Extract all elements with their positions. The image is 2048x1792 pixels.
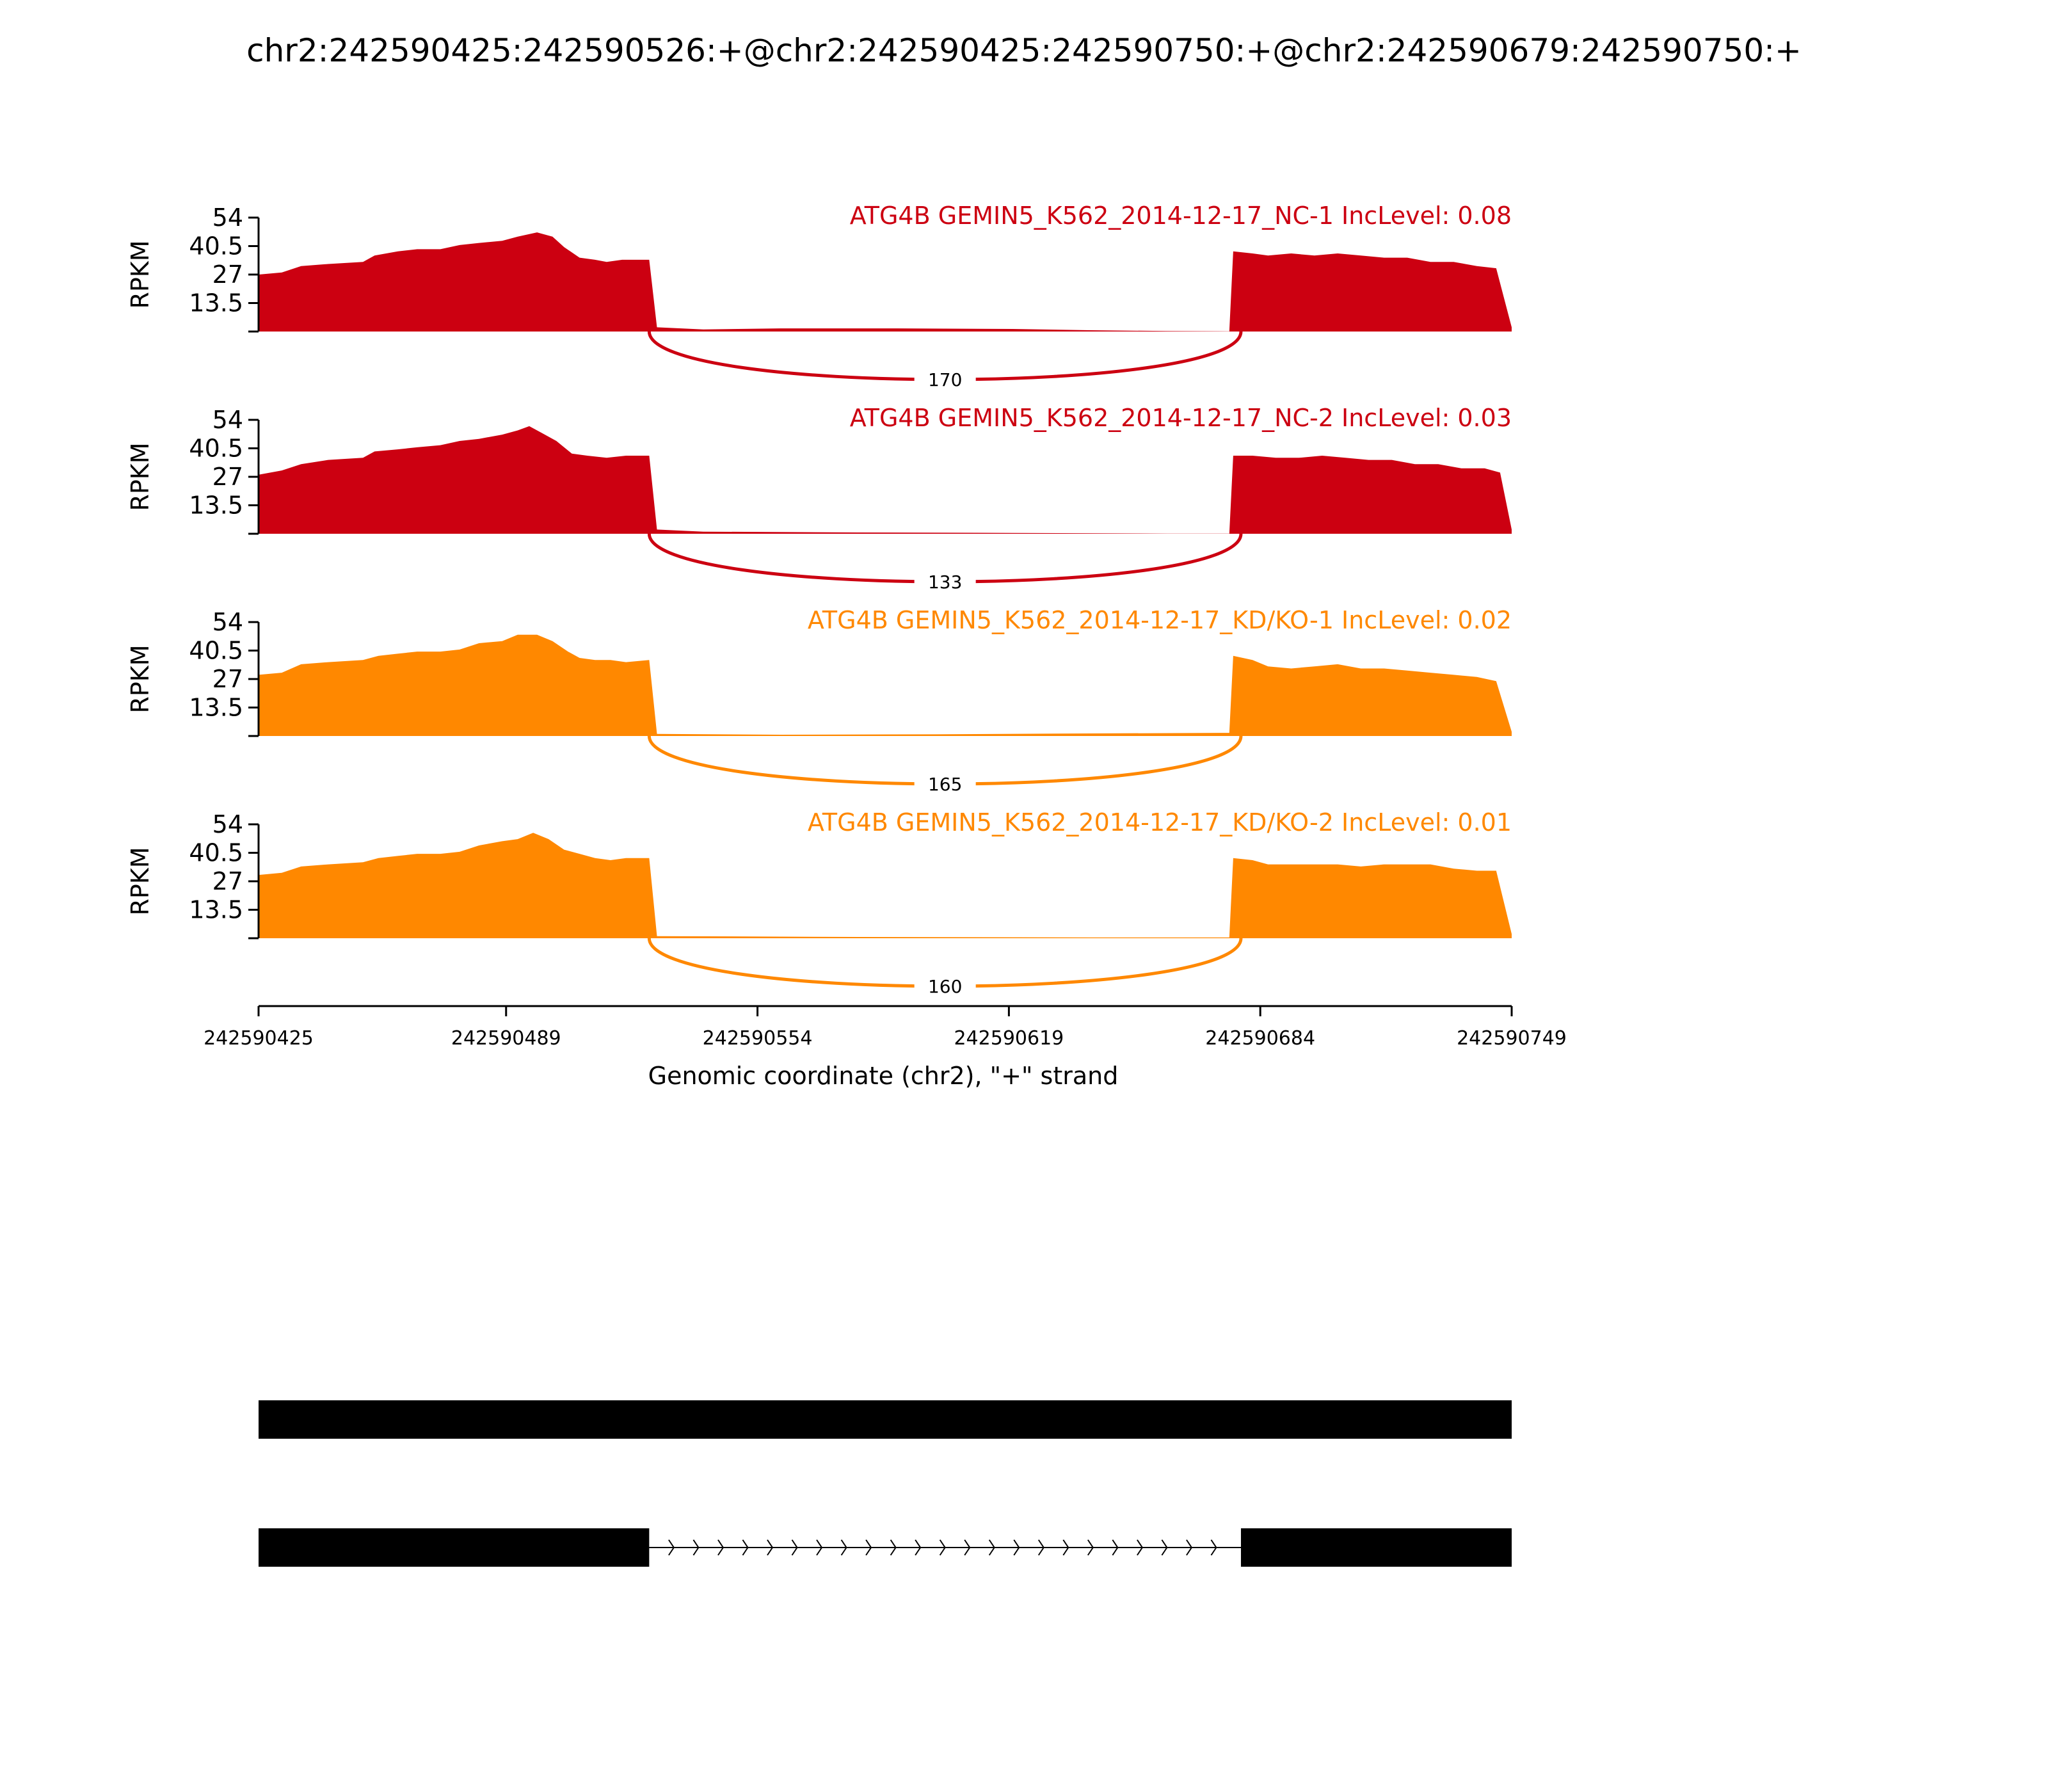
junction-read-count: 160 [928, 976, 962, 997]
y-axis-label: RPKM [126, 240, 154, 308]
strand-arrow [767, 1539, 774, 1556]
junction-label-box [914, 364, 976, 394]
y-tick-label: 40.5 [189, 232, 243, 260]
strand-arrow [1062, 1539, 1069, 1556]
strand-arrow [1037, 1539, 1044, 1556]
y-tick-label: 27 [212, 260, 243, 289]
x-tick-label: 242590749 [1457, 1027, 1567, 1050]
y-tick-label: 13.5 [189, 492, 243, 520]
coverage-area [259, 232, 1512, 332]
track-label: ATG4B GEMIN5_K562_2014-12-17_KD/KO-1 Inc… [808, 606, 1512, 634]
y-tick-label: 27 [212, 463, 243, 491]
x-axis-label: Genomic coordinate (chr2), "+" strand [648, 1062, 1119, 1090]
junction-label-box [914, 769, 976, 798]
x-tick-label: 242590619 [954, 1027, 1064, 1050]
track-label: ATG4B GEMIN5_K562_2014-12-17_NC-1 IncLev… [850, 202, 1512, 230]
strand-arrow [1112, 1539, 1119, 1556]
isoform-models [259, 1400, 1512, 1567]
strand-arrow [840, 1539, 847, 1556]
strand-arrow [692, 1539, 700, 1556]
strand-arrow [1013, 1539, 1020, 1556]
strand-arrow [988, 1539, 995, 1556]
plot-title: chr2:242590425:242590526:+@chr2:24259042… [246, 32, 1802, 69]
y-tick-label: 13.5 [189, 694, 243, 722]
x-tick-label: 242590684 [1205, 1027, 1315, 1050]
y-tick-label: 27 [212, 665, 243, 693]
junction-label-box [914, 566, 976, 596]
track-label: ATG4B GEMIN5_K562_2014-12-17_KD/KO-2 Inc… [808, 808, 1512, 836]
strand-arrow [816, 1539, 823, 1556]
coverage-area [259, 833, 1512, 938]
exon-block [259, 1528, 650, 1567]
strand-arrow [742, 1539, 749, 1556]
junction-label-box [914, 971, 976, 1000]
y-tick-label: 40.5 [189, 839, 243, 867]
strand-arrow [890, 1539, 897, 1556]
y-tick-label: 54 [212, 406, 243, 434]
strand-arrow [865, 1539, 872, 1556]
y-axis-label: RPKM [126, 442, 154, 511]
x-tick-label: 242590489 [451, 1027, 561, 1050]
isoform-2 [259, 1528, 1512, 1567]
y-tick-label: 40.5 [189, 435, 243, 463]
y-tick-label: 54 [212, 608, 243, 636]
strand-arrow [668, 1539, 675, 1556]
coverage-area [259, 634, 1512, 736]
y-tick-label: 27 [212, 867, 243, 895]
y-tick-label: 54 [212, 810, 243, 838]
coverage-area [259, 426, 1512, 534]
strand-arrow [1186, 1539, 1193, 1556]
track-label: ATG4B GEMIN5_K562_2014-12-17_NC-2 IncLev… [850, 404, 1512, 432]
y-tick-label: 40.5 [189, 637, 243, 665]
isoform-1 [259, 1400, 1512, 1439]
strand-arrow [717, 1539, 724, 1556]
junction-read-count: 165 [928, 774, 962, 795]
y-axis-label: RPKM [126, 644, 154, 713]
strand-arrow [791, 1539, 798, 1556]
x-tick-label: 242590425 [204, 1027, 314, 1050]
strand-arrow [939, 1539, 946, 1556]
x-axis: 242590425 242590489 242590554 242590619 2425… [204, 1005, 1567, 1050]
y-tick-label: 54 [212, 204, 243, 232]
exon-block [1240, 1528, 1512, 1567]
exon-block [259, 1400, 1512, 1439]
strand-arrow [1210, 1539, 1217, 1556]
junction-read-count: 133 [928, 572, 962, 593]
strand-arrow [1137, 1539, 1144, 1556]
y-tick-label: 13.5 [189, 896, 243, 924]
strand-arrow [915, 1539, 922, 1556]
strand-arrow [964, 1539, 971, 1556]
strand-arrow [1087, 1539, 1094, 1556]
y-axis-label: RPKM [126, 847, 154, 915]
x-tick-label: 242590554 [703, 1027, 813, 1050]
y-tick-label: 13.5 [189, 289, 243, 317]
junction-read-count: 170 [928, 369, 962, 390]
strand-arrow [1161, 1539, 1168, 1556]
